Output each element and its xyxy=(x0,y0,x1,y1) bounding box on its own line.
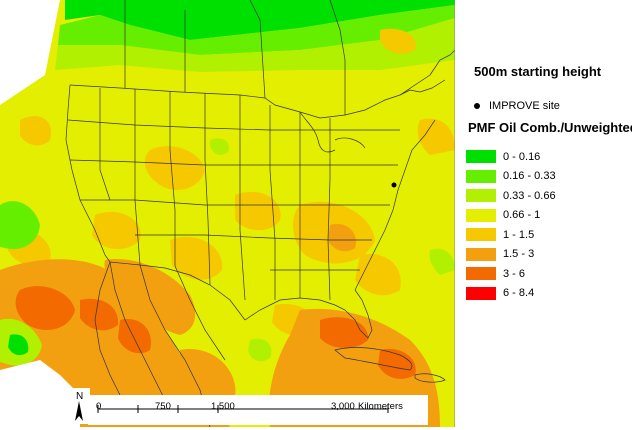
scale-bar: 0 750 1,500 3,000 Kilometers xyxy=(88,395,428,425)
scale-bar-graphic xyxy=(88,395,428,425)
scale-unit: Kilometers xyxy=(358,401,403,412)
legend-swatch xyxy=(466,228,496,242)
layer-title: PMF Oil Comb./Unweighted xyxy=(468,120,632,135)
legend-class-list: 0 - 0.16 0.16 - 0.33 0.33 - 0.66 0.66 - … xyxy=(466,147,556,303)
legend-swatch xyxy=(466,169,496,183)
legend-class-item: 1 - 1.5 xyxy=(466,225,556,245)
legend-class-item: 0.33 - 0.66 xyxy=(466,186,556,206)
legend-class-label: 0.33 - 0.66 xyxy=(503,189,556,202)
improve-site-marker xyxy=(391,182,397,188)
legend-class-item: 0 - 0.16 xyxy=(466,147,556,167)
north-arrow: N xyxy=(68,388,90,424)
legend-swatch xyxy=(466,189,496,203)
legend-class-item: 0.16 - 0.33 xyxy=(466,167,556,187)
legend-swatch xyxy=(466,286,496,300)
legend-title: 500m starting height xyxy=(474,64,602,79)
legend-class-label: 1 - 1.5 xyxy=(503,228,535,241)
pacific-ocean xyxy=(0,360,80,427)
legend-swatch xyxy=(466,247,496,261)
very-high-hotspots xyxy=(15,286,416,379)
north-arrow-icon: N xyxy=(75,391,83,421)
legend-class-item: 0.66 - 1 xyxy=(466,206,556,226)
scale-label-3000: 3,000 xyxy=(331,401,355,412)
legend-swatch xyxy=(466,150,496,164)
site-dot-icon xyxy=(474,103,480,109)
site-legend-label: IMPROVE site xyxy=(489,100,560,112)
legend-class-label: 0.16 - 0.33 xyxy=(503,170,556,183)
north-yellowgreen-band xyxy=(55,18,455,72)
legend-swatch xyxy=(466,267,496,281)
north-lightgreen-band xyxy=(58,5,455,55)
legend-class-item: 1.5 - 3 xyxy=(466,245,556,265)
legend-class-label: 0.66 - 1 xyxy=(503,209,541,222)
legend-class-label: 0 - 0.16 xyxy=(503,150,541,163)
legend-swatch xyxy=(466,208,496,222)
legend-class-label: 6 - 8.4 xyxy=(503,287,535,300)
legend-class-item: 6 - 8.4 xyxy=(466,284,556,304)
map-panel xyxy=(0,0,455,427)
scale-label-1500: 1,500 xyxy=(211,401,235,412)
legend-class-label: 3 - 6 xyxy=(503,267,526,280)
north-label: N xyxy=(76,391,83,402)
scale-label-750: 750 xyxy=(155,401,171,412)
legend-class-label: 1.5 - 3 xyxy=(503,248,535,261)
legend-class-item: 3 - 6 xyxy=(466,264,556,284)
concentration-map xyxy=(0,0,455,427)
scale-label-0: 0 xyxy=(96,401,102,412)
political-boundaries xyxy=(65,0,455,427)
low-patches xyxy=(0,138,455,366)
site-legend-entry: IMPROVE site xyxy=(474,100,560,112)
